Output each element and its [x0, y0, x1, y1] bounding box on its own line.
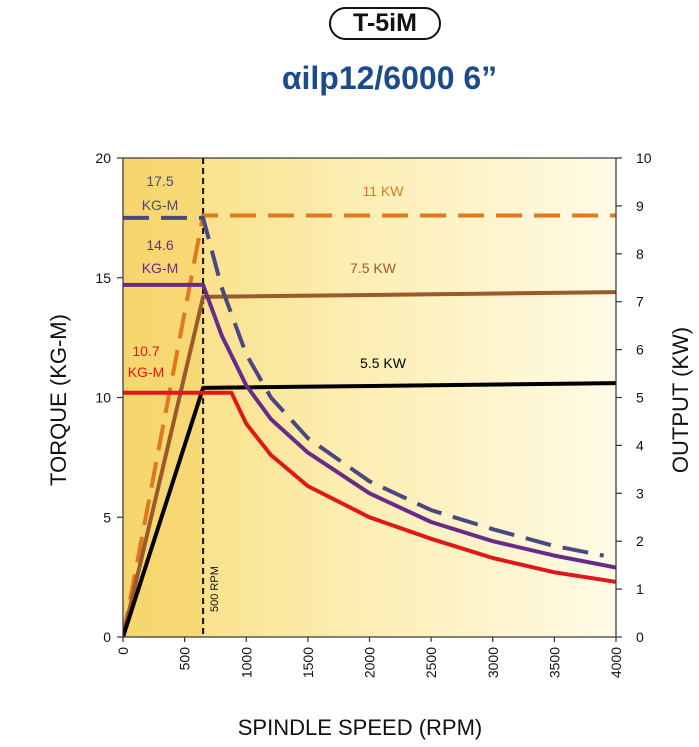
plot-background — [123, 158, 616, 637]
series-line-1 — [123, 290, 616, 637]
shaded-region — [123, 158, 204, 637]
y2-tick-label: 1 — [636, 581, 644, 597]
y-tick-label: 15 — [95, 270, 111, 286]
x-tick-label: 2000 — [362, 647, 378, 678]
y-tick-label: 10 — [95, 390, 111, 406]
x-tick-label: 1500 — [300, 647, 316, 678]
y-tick-label: 20 — [95, 150, 111, 166]
annotation-2: 14.6 — [146, 237, 173, 253]
annotation-4: 10.7 — [132, 343, 159, 359]
x-tick-label: 0 — [115, 647, 131, 655]
x-tick-label: 1000 — [238, 647, 254, 678]
series-line-2 — [123, 381, 616, 637]
y2-tick-label: 6 — [636, 342, 644, 358]
y-tick-label: 5 — [103, 509, 111, 525]
y2-tick-label: 3 — [636, 485, 644, 501]
x-tick-label: 500 — [177, 647, 193, 671]
y2-tick-label: 7 — [636, 294, 644, 310]
y2-tick-label: 2 — [636, 533, 644, 549]
y2-tick-label: 8 — [636, 246, 644, 262]
annotation-7: 7.5 KW — [350, 260, 397, 276]
series-line-4 — [123, 282, 616, 570]
annotation-8: 5.5 KW — [360, 355, 407, 371]
y2-tick-label: 4 — [636, 437, 644, 453]
y2-tick-label: 0 — [636, 629, 644, 645]
x-tick-label: 4000 — [608, 647, 624, 678]
base-speed-label: 500 RPM — [209, 566, 221, 612]
annotation-1: KG-M — [142, 197, 179, 213]
series-line-3 — [123, 215, 605, 558]
series-line-5 — [123, 390, 616, 584]
y2-tick-label: 9 — [636, 198, 644, 214]
y2-tick-label: 10 — [636, 150, 652, 166]
y-axis-title: TORQUE (KG-M) — [46, 314, 71, 486]
x-tick-label: 3500 — [546, 647, 562, 678]
series-line-0 — [123, 213, 616, 637]
model-badge: T-5iM — [329, 7, 441, 40]
x-axis-title: SPINDLE SPEED (RPM) — [238, 715, 483, 740]
annotation-5: KG-M — [128, 364, 165, 380]
annotation-0: 17.5 — [146, 173, 173, 189]
y-tick-label: 0 — [103, 629, 111, 645]
model-title: αilp12/6000 6” — [281, 60, 498, 96]
annotation-3: KG-M — [142, 260, 179, 276]
x-tick-label: 2500 — [423, 647, 439, 678]
y2-axis-title: OUTPUT (KW) — [668, 327, 693, 473]
x-tick-label: 3000 — [485, 647, 501, 678]
annotation-6: 11 KW — [363, 183, 405, 199]
y2-tick-label: 5 — [636, 390, 644, 406]
